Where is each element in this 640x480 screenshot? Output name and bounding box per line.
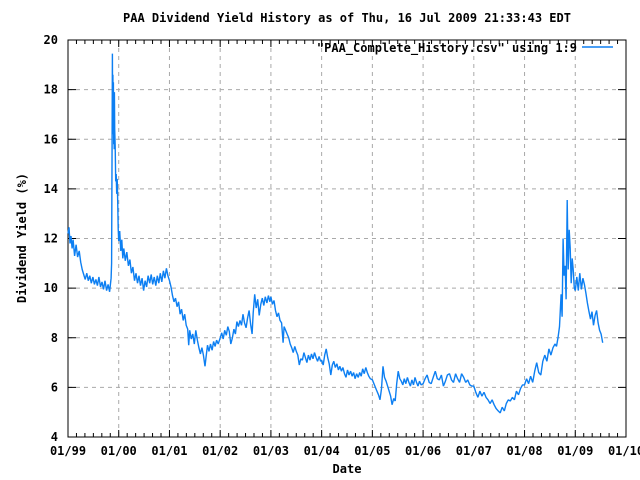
x-tick-label: 01/00 <box>101 444 137 458</box>
series-group <box>67 53 604 414</box>
chart-title: PAA Dividend Yield History as of Thu, 16… <box>123 11 571 25</box>
legend: "PAA_Complete_History.csv" using 1:9 <box>317 41 613 56</box>
x-tick-label: 01/09 <box>557 444 593 458</box>
x-tick-label: 01/03 <box>253 444 289 458</box>
y-tick-label: 12 <box>44 232 58 246</box>
y-tick-label: 14 <box>44 182 58 196</box>
axis-ticks <box>67 39 627 438</box>
x-tick-label: 01/08 <box>506 444 542 458</box>
x-tick-label: 01/10 <box>608 444 640 458</box>
y-tick-label: 10 <box>44 281 58 295</box>
y-tick-label: 8 <box>51 331 58 345</box>
y-tick-label: 18 <box>44 83 58 97</box>
y-tick-label: 20 <box>44 33 58 47</box>
x-tick-label: 01/06 <box>405 444 441 458</box>
x-tick-label: 01/02 <box>202 444 238 458</box>
x-tick-label: 01/05 <box>354 444 390 458</box>
tick-labels: 01/99 01/00 01/01 01/02 01/03 01/04 01/05 01/06… <box>44 33 640 458</box>
gridlines <box>68 40 626 437</box>
legend-label: "PAA_Complete_History.csv" using 1:9 <box>317 41 577 56</box>
x-tick-label: 01/99 <box>50 444 86 458</box>
y-axis-title: Dividend Yield (%) <box>15 173 29 303</box>
x-tick-label: 01/01 <box>151 444 187 458</box>
x-tick-label: 01/07 <box>456 444 492 458</box>
x-axis-title: Date <box>333 462 362 476</box>
x-tick-label: 01/04 <box>304 444 340 458</box>
series-line-paa <box>67 53 604 414</box>
y-tick-label: 16 <box>44 132 58 146</box>
y-tick-label: 4 <box>51 430 58 444</box>
y-tick-label: 6 <box>51 380 58 394</box>
